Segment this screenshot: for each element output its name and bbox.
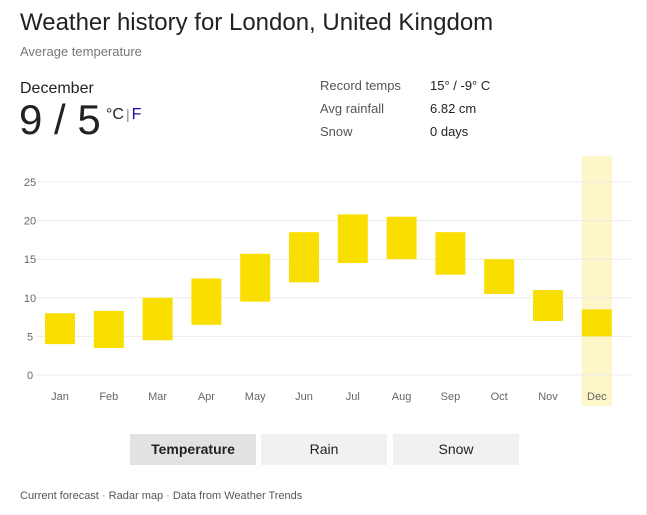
selected-month: December [20,80,94,97]
x-tick-label: Jan [51,391,69,403]
temperature-range-bar [45,313,75,345]
footer-separator: · [101,490,106,502]
x-tick-label: Jun [295,391,313,403]
tab-rain[interactable]: Rain [261,434,387,465]
celsius-unit[interactable]: °C [106,106,124,123]
temperature-range-bar [386,216,417,260]
x-tick-label: Sep [441,391,461,403]
stat-label: Record temps [320,78,401,93]
x-tick-label: Dec [587,391,607,403]
temperature-range-bar [435,232,466,275]
temperature-range-bar [142,297,173,341]
y-tick-label: 0 [27,370,33,382]
temperature-range-bar [240,253,271,302]
y-tick-label: 20 [24,216,36,228]
tab-temperature[interactable]: Temperature [130,434,256,465]
footer-separator: · [166,490,170,502]
footer: Current forecast · Radar map · Data from… [20,490,302,502]
x-tick-label: Aug [392,391,412,403]
data-source-text: Data from Weather Trends [172,490,303,502]
x-tick-label: Jul [346,391,360,403]
unit-separator: | [125,106,130,122]
y-tick-label: 10 [24,293,36,305]
x-tick-label: May [245,391,266,403]
stat-label: Avg rainfall [320,101,385,116]
stat-value: 15° / -9° C [430,78,491,93]
stat-value: 6.82 cm [430,101,477,116]
fahrenheit-unit-link[interactable]: F [131,106,142,123]
radar-map-link[interactable]: Radar map [108,490,164,502]
x-tick-label: Mar [148,391,167,403]
temperature-range-bar [289,232,319,283]
y-tick-label: 5 [27,331,33,343]
x-tick-label: Apr [198,391,215,403]
unit-switcher: °C | F [106,106,141,124]
stat-value: 0 days [430,124,469,139]
current-forecast-link[interactable]: Current forecast [20,490,99,502]
x-tick-label: Nov [538,391,558,403]
y-tick-label: 15 [24,254,36,266]
temperature-chart-svg: 0 5 10 15 20 25 Jan Feb Mar Apr May Jun Jul Aug Sep Oct… [24,156,631,406]
x-tick-label: Feb [99,391,118,403]
temperature-range-bar [337,214,368,264]
temperature-chart: 0 5 10 15 20 25 Jan Feb Mar Apr May Jun Jul Aug Sep Oct… [0,150,647,420]
page-title: Weather history for London, United Kingd… [20,9,494,36]
x-tick-label: Oct [491,391,508,403]
temperature-range-bar [191,278,222,325]
tab-snow[interactable]: Snow [393,434,519,465]
temperature-range-bar [533,290,563,321]
y-tick-label: 25 [24,177,36,189]
stat-label: Snow [320,124,353,139]
high-low-temperature: 9 / 5 [19,96,101,143]
temperature-range-bar [484,259,515,294]
page-subtitle: Average temperature [20,44,142,59]
temperature-range-bar [581,309,612,337]
highlighted-month-column [581,156,612,406]
temperature-range-bar [93,310,124,348]
